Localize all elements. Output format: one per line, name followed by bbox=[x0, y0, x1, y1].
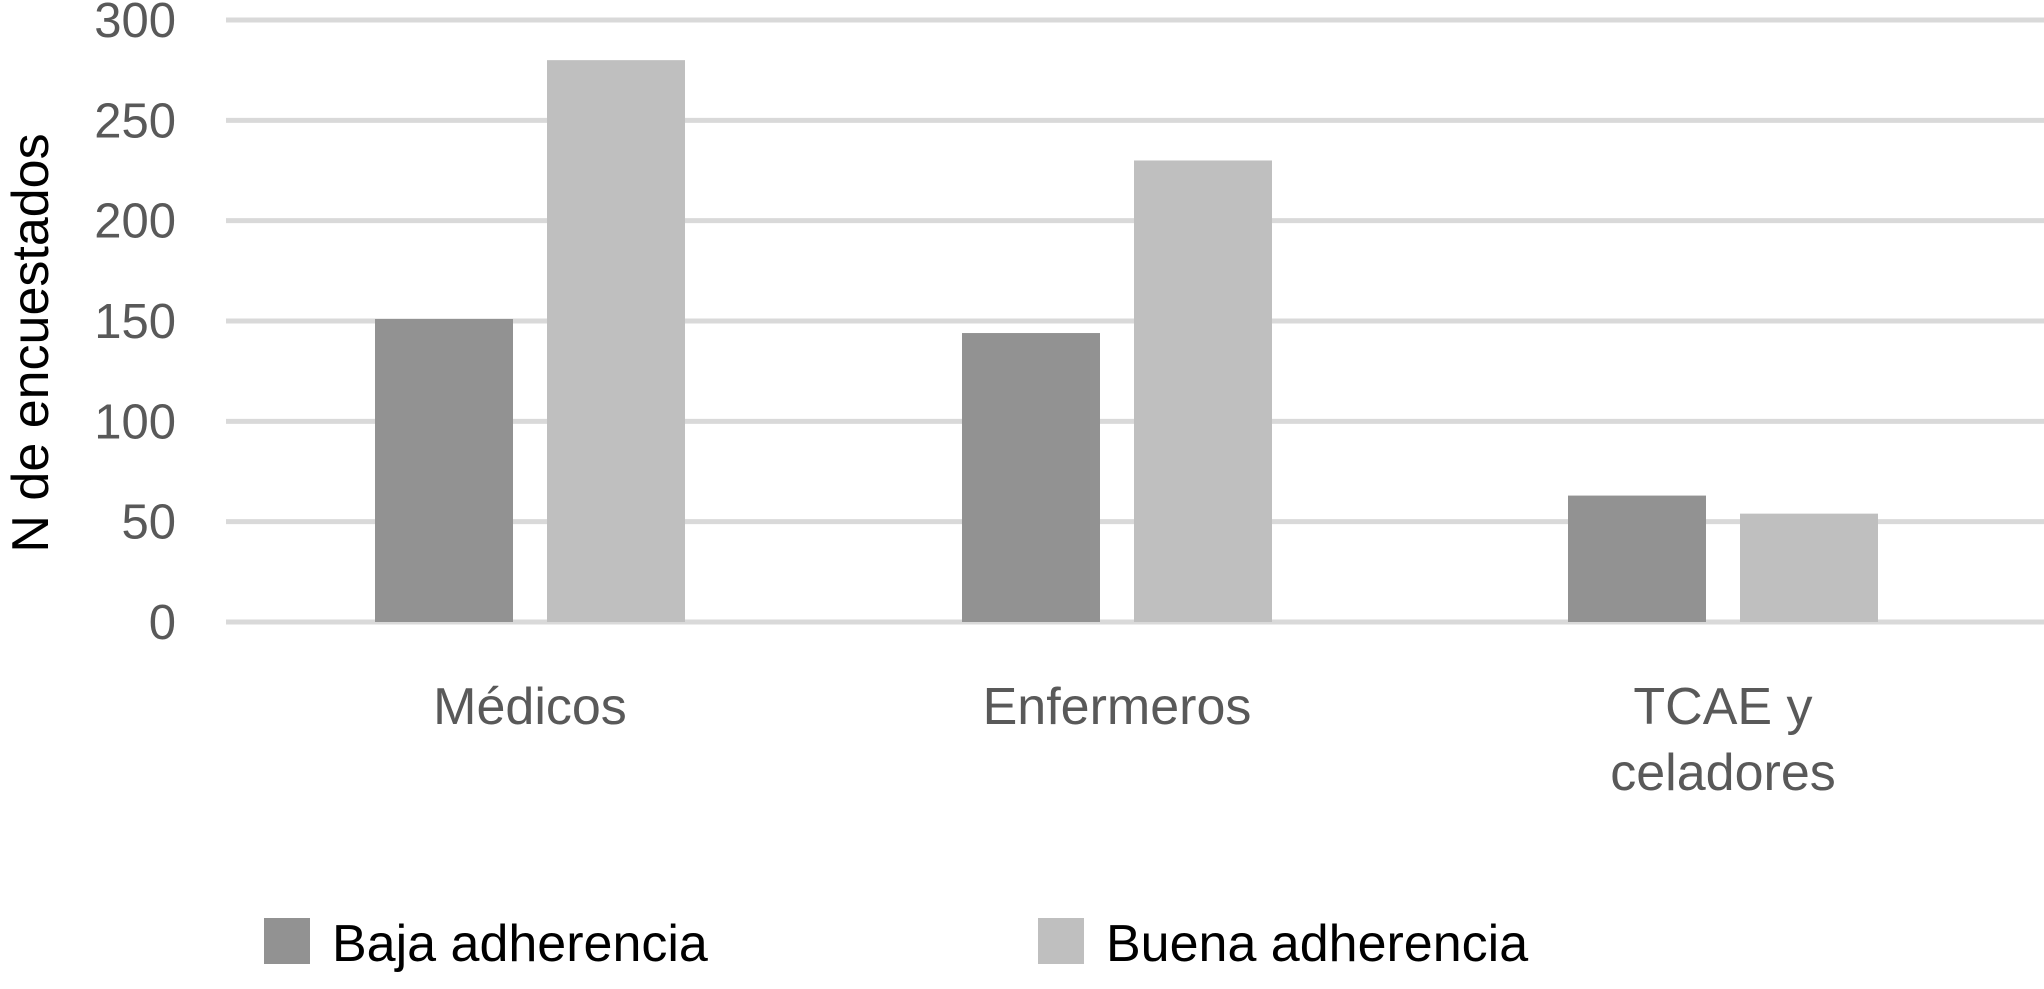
x-axis-categories: Médicos Enfermeros TCAE y celadores bbox=[433, 678, 1836, 802]
bar-buena-2 bbox=[1740, 513, 1878, 622]
legend-label: Baja adherencia bbox=[332, 915, 708, 973]
y-tick-label: 100 bbox=[94, 395, 176, 449]
legend-label: Buena adherencia bbox=[1106, 915, 1528, 973]
bars bbox=[375, 60, 1878, 622]
y-tick-label: 0 bbox=[149, 596, 176, 650]
y-tick-label: 250 bbox=[94, 94, 176, 148]
bar-baja-0 bbox=[375, 318, 513, 622]
y-tick-label: 200 bbox=[94, 195, 176, 249]
bar-buena-0 bbox=[547, 60, 685, 622]
bar-baja-2 bbox=[1568, 495, 1706, 622]
bar-buena-1 bbox=[1134, 160, 1272, 622]
x-category-label: Médicos bbox=[433, 678, 627, 736]
y-axis-ticks: 0 50 100 150 200 250 300 bbox=[94, 0, 176, 650]
y-axis-title: N de encuestados bbox=[2, 133, 60, 552]
x-category-label: Enfermeros bbox=[983, 678, 1252, 736]
y-tick-label: 50 bbox=[121, 496, 176, 550]
y-tick-label: 300 bbox=[94, 0, 176, 48]
legend-swatch bbox=[264, 918, 310, 964]
y-tick-label: 150 bbox=[94, 295, 176, 349]
bar-baja-1 bbox=[962, 333, 1100, 622]
x-category-label: TCAE y celadores bbox=[1610, 678, 1835, 802]
legend: Baja adherencia Buena adherencia bbox=[264, 915, 1528, 973]
legend-swatch bbox=[1038, 918, 1084, 964]
